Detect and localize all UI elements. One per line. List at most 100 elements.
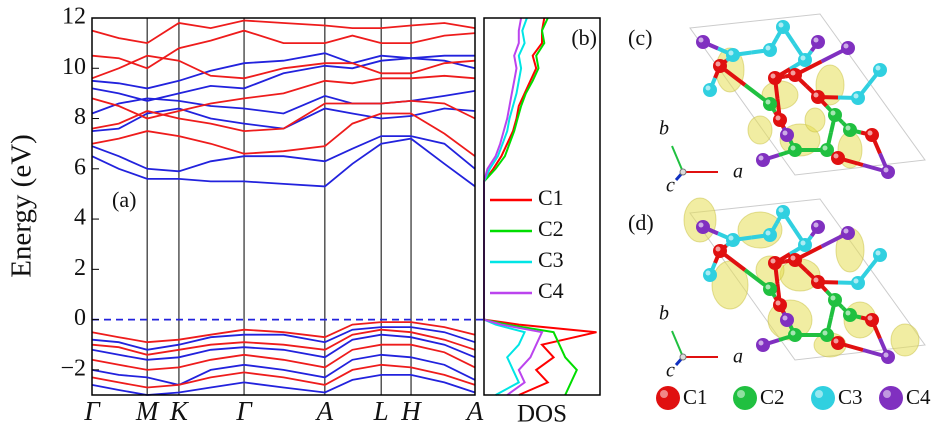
atom	[756, 338, 770, 352]
axis-arrow	[671, 145, 684, 173]
axis-label: a	[733, 346, 743, 368]
atom-highlight	[770, 258, 776, 264]
atom	[696, 35, 710, 49]
axis-label: b	[659, 118, 669, 140]
atom-highlight	[705, 270, 711, 276]
atom	[881, 165, 895, 179]
atom	[773, 298, 787, 312]
atom	[811, 35, 825, 49]
panel-label: (a)	[112, 187, 136, 212]
atom-highlight	[813, 37, 819, 43]
atom-highlight	[833, 338, 839, 344]
atom-highlight	[830, 110, 836, 116]
x-tick-label: K	[169, 396, 190, 426]
atom-highlight	[765, 45, 771, 51]
charge-density	[890, 323, 920, 357]
atom	[811, 90, 825, 104]
atom	[773, 113, 787, 127]
x-tick-label: M	[135, 396, 160, 426]
atom-highlight	[875, 250, 881, 256]
atom	[811, 220, 825, 234]
y-tick-label: 0	[74, 305, 86, 331]
atom-highlight	[815, 390, 823, 398]
panel-label: (d)	[628, 210, 654, 235]
atom-highlight	[843, 228, 849, 234]
atom-highlight	[737, 390, 745, 398]
atom-highlight	[845, 310, 851, 316]
x-tick-label: L	[373, 396, 389, 426]
atom-highlight	[765, 99, 771, 105]
x-tick-label: Γ	[83, 396, 101, 426]
atom-highlight	[875, 65, 881, 71]
atom-highlight	[705, 85, 711, 91]
band	[91, 52, 475, 90]
axis-origin	[679, 353, 687, 361]
atom-highlight	[698, 37, 704, 43]
y-tick-label: 4	[74, 205, 86, 231]
legend-label: C4	[538, 278, 564, 303]
axis-label: b	[659, 303, 669, 325]
atom-highlight	[853, 93, 859, 99]
charge-density	[804, 107, 826, 133]
x-axis-label: DOS	[517, 401, 567, 428]
atom-highlight	[715, 246, 721, 252]
band	[91, 321, 476, 344]
axis-label: c	[666, 175, 675, 197]
legend-label: C3	[538, 247, 564, 272]
atom-legend-label: C4	[906, 385, 931, 409]
atom-legend-label: C1	[683, 385, 708, 409]
atom	[841, 41, 855, 55]
band	[91, 137, 476, 188]
y-tick-label: 8	[74, 104, 86, 130]
atom-highlight	[715, 61, 721, 67]
atom-highlight	[800, 240, 806, 246]
legend-label: C2	[538, 216, 564, 241]
band	[91, 135, 476, 173]
band	[91, 112, 476, 157]
atom	[851, 91, 865, 105]
atom-highlight	[770, 73, 776, 79]
atom-legend-marker	[656, 386, 680, 410]
axis-label: c	[666, 360, 675, 382]
atom	[776, 20, 790, 34]
atom	[865, 313, 879, 327]
atom-highlight	[778, 207, 784, 213]
atom	[811, 275, 825, 289]
atom-highlight	[822, 145, 828, 151]
atom-highlight	[833, 153, 839, 159]
atom	[831, 151, 845, 165]
legend-label: C1	[538, 185, 564, 210]
atom-highlight	[660, 390, 668, 398]
atom-highlight	[790, 255, 796, 261]
atom-highlight	[728, 50, 734, 56]
atom-legend-label: C3	[838, 385, 863, 409]
dos-line	[483, 17, 544, 396]
atom-highlight	[830, 295, 836, 301]
dos-line	[483, 17, 597, 396]
x-tick-label: H	[400, 396, 422, 426]
atom	[841, 226, 855, 240]
atom	[703, 83, 717, 97]
atom-highlight	[758, 155, 764, 161]
unit-cell	[689, 198, 926, 361]
atom	[865, 128, 879, 142]
atom	[831, 336, 845, 350]
atom-highlight	[728, 235, 734, 241]
band	[91, 328, 476, 356]
atom-highlight	[813, 222, 819, 228]
atom	[756, 153, 770, 167]
atom-highlight	[883, 167, 889, 173]
atom-highlight	[790, 330, 796, 336]
axis-arrow	[671, 330, 684, 358]
atom	[713, 244, 727, 258]
atom-highlight	[867, 315, 873, 321]
y-tick-label: 2	[74, 255, 86, 281]
atom-highlight	[782, 130, 788, 136]
atom-highlight	[867, 130, 873, 136]
atom	[780, 128, 794, 142]
plot-frame	[483, 17, 601, 396]
x-tick-label: A	[315, 396, 334, 426]
charge-density	[747, 115, 773, 145]
band	[91, 29, 476, 70]
charge-density	[683, 197, 717, 243]
